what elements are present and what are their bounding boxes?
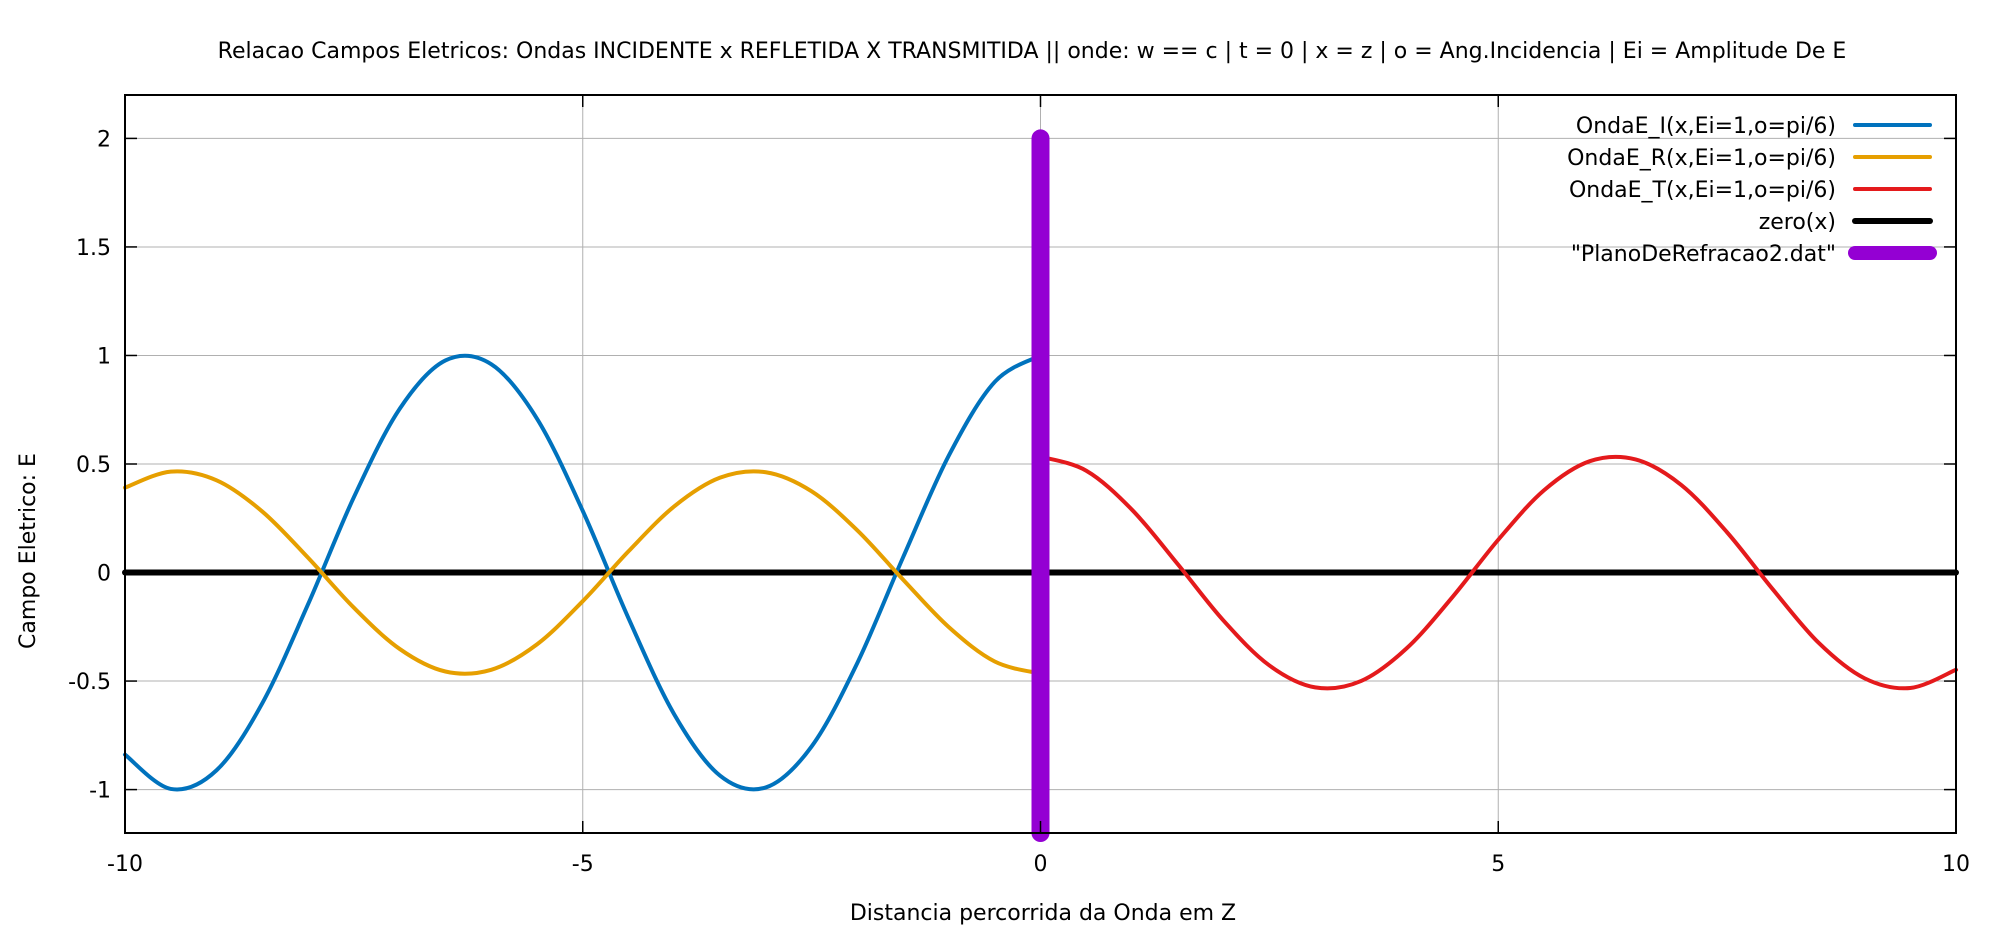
y-tick-label: -0.5 — [68, 670, 111, 695]
y-tick-label: 2 — [97, 127, 111, 152]
chart-title: Relacao Campos Eletricos: Ondas INCIDENT… — [218, 39, 1847, 64]
x-tick-label: 5 — [1491, 852, 1505, 877]
y-tick-label: 0 — [97, 562, 111, 587]
plot-series — [122, 129, 1959, 842]
legend: OndaE_I(x,Ei=1,o=pi/6) OndaE_R(x,Ei=1,o=p… — [1567, 114, 1937, 267]
series-line-1 — [123, 469, 1043, 676]
legend-label: "PlanoDeRefracao2.dat" — [1571, 242, 1836, 267]
series-line-2 — [1038, 454, 1958, 691]
x-tick-label: -10 — [107, 852, 143, 877]
x-tick-label: 0 — [1034, 852, 1048, 877]
x-tick-label: 10 — [1942, 852, 1970, 877]
y-tick-label: 1 — [97, 344, 111, 369]
legend-label: zero(x) — [1759, 210, 1836, 235]
y-tick-label: -1 — [89, 779, 111, 804]
x-tick-label: -5 — [572, 852, 594, 877]
legend-label: OndaE_T(x,Ei=1,o=pi/6) — [1569, 178, 1836, 203]
y-tick-label: 0.5 — [76, 453, 111, 478]
y-axis-label: Campo Eletrico: E — [16, 453, 41, 649]
series-line-0 — [123, 353, 1043, 792]
ticks: -10 -5 0 5 10 -1 -0.5 0 0.5 1 1.5 2 — [68, 95, 1970, 877]
legend-label: OndaE_R(x,Ei=1,o=pi/6) — [1567, 146, 1836, 171]
y-tick-label: 1.5 — [76, 236, 111, 261]
legend-label: OndaE_I(x,Ei=1,o=pi/6) — [1576, 114, 1836, 139]
x-axis-label: Distancia percorrida da Onda em Z — [850, 901, 1236, 926]
